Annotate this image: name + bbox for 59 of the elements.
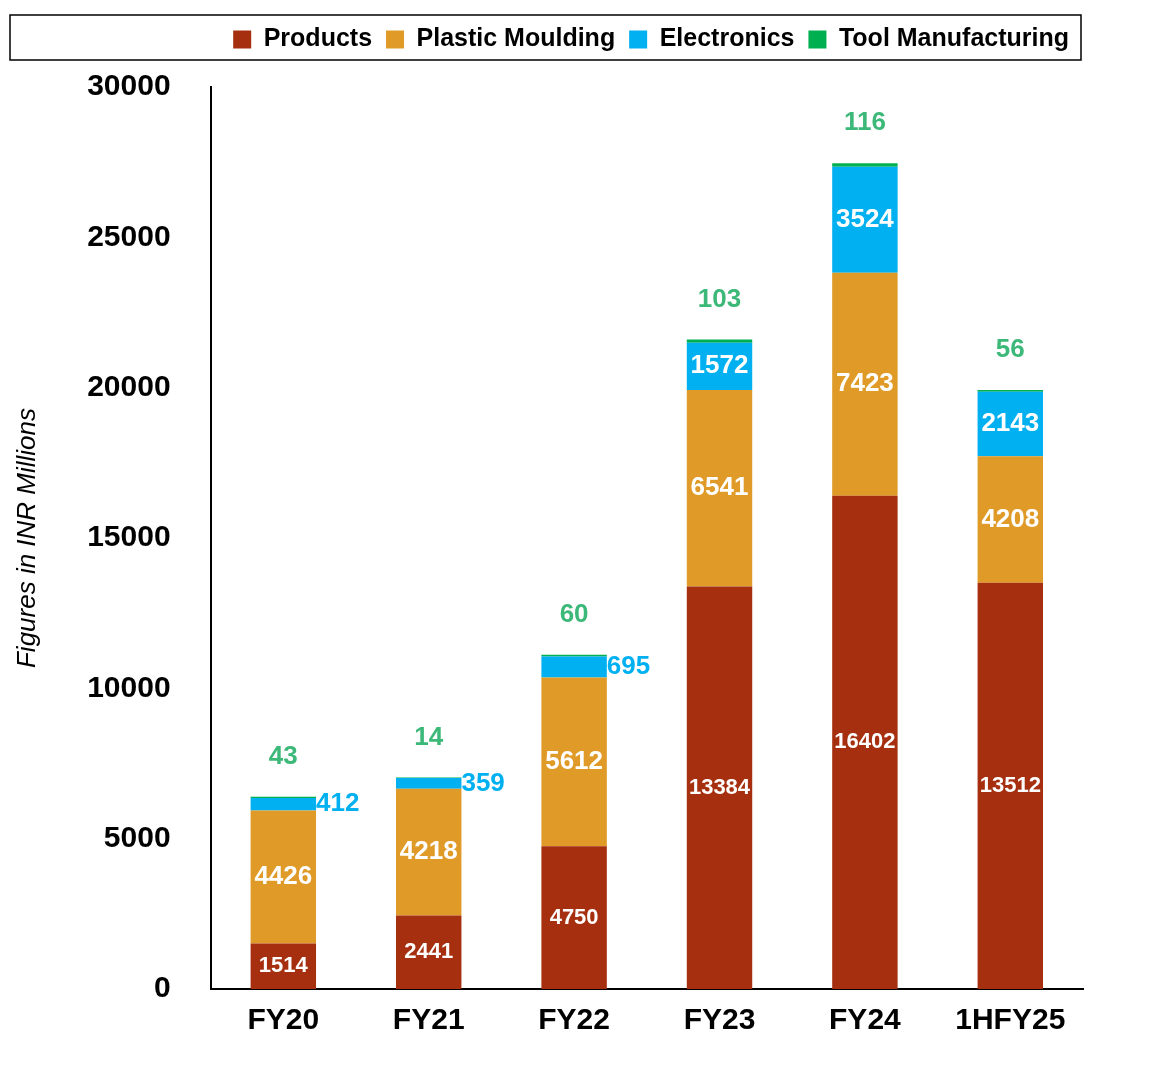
y-axis-title: Figures in INR Millions [10,407,41,669]
x-tick-label: 1HFY25 [955,1002,1066,1036]
data-label: 4218 [399,835,458,866]
y-tick-label: 15000 [87,519,171,553]
bar [832,163,898,167]
bar [832,495,898,989]
bar [396,777,462,789]
y-tick-label: 0 [153,970,171,1004]
bar [541,846,607,989]
bar [832,166,898,273]
data-label: 695 [606,650,651,681]
legend-label: Products [263,23,373,52]
x-tick-label: FY23 [683,1002,756,1036]
bar [541,677,607,847]
y-tick-label: 10000 [87,669,171,703]
data-label: 3524 [835,202,895,233]
data-label: 2441 [404,938,454,964]
bar [396,915,462,989]
bar [686,389,753,587]
data-label: 1572 [690,349,749,380]
data-label: 359 [461,766,505,797]
data-label: 16402 [834,728,896,754]
bar [686,586,753,989]
data-label: 5612 [545,744,604,775]
bar [977,582,1044,989]
x-tick-label: FY21 [392,1002,465,1036]
data-label: 116 [843,106,886,137]
bar [541,656,607,678]
data-label: 56 [995,333,1025,364]
x-tick-label: FY22 [538,1002,610,1036]
x-tick-label: FY20 [247,1002,320,1036]
data-label: 14 [414,720,444,751]
y-tick-label: 20000 [87,368,171,402]
data-label: 412 [316,787,360,818]
y-tick-label: 25000 [87,218,171,252]
y-tick-label: 30000 [87,68,171,102]
bar [250,810,317,944]
legend-label: Plastic Moulding [416,23,616,52]
data-label: 4750 [549,903,599,929]
data-label: 60 [559,597,589,628]
data-label: 13512 [979,771,1041,797]
x-tick-label: FY24 [829,1002,902,1036]
bar [250,798,317,811]
data-label: 103 [697,282,742,313]
data-label: 7423 [835,367,894,398]
data-label: 13384 [688,773,751,799]
y-tick-label: 5000 [103,819,171,853]
data-label: 4426 [254,860,313,891]
bar [396,788,462,916]
bar [977,456,1044,583]
data-label: 4208 [981,502,1040,533]
data-label: 6541 [690,471,749,502]
bar [832,272,898,496]
data-label: 1514 [258,952,309,978]
legend-label: Electronics [659,23,795,52]
bar [686,339,753,343]
data-label: 43 [268,739,298,770]
data-label: 2143 [981,407,1040,438]
legend-label: Tool Manufacturing [838,23,1070,52]
